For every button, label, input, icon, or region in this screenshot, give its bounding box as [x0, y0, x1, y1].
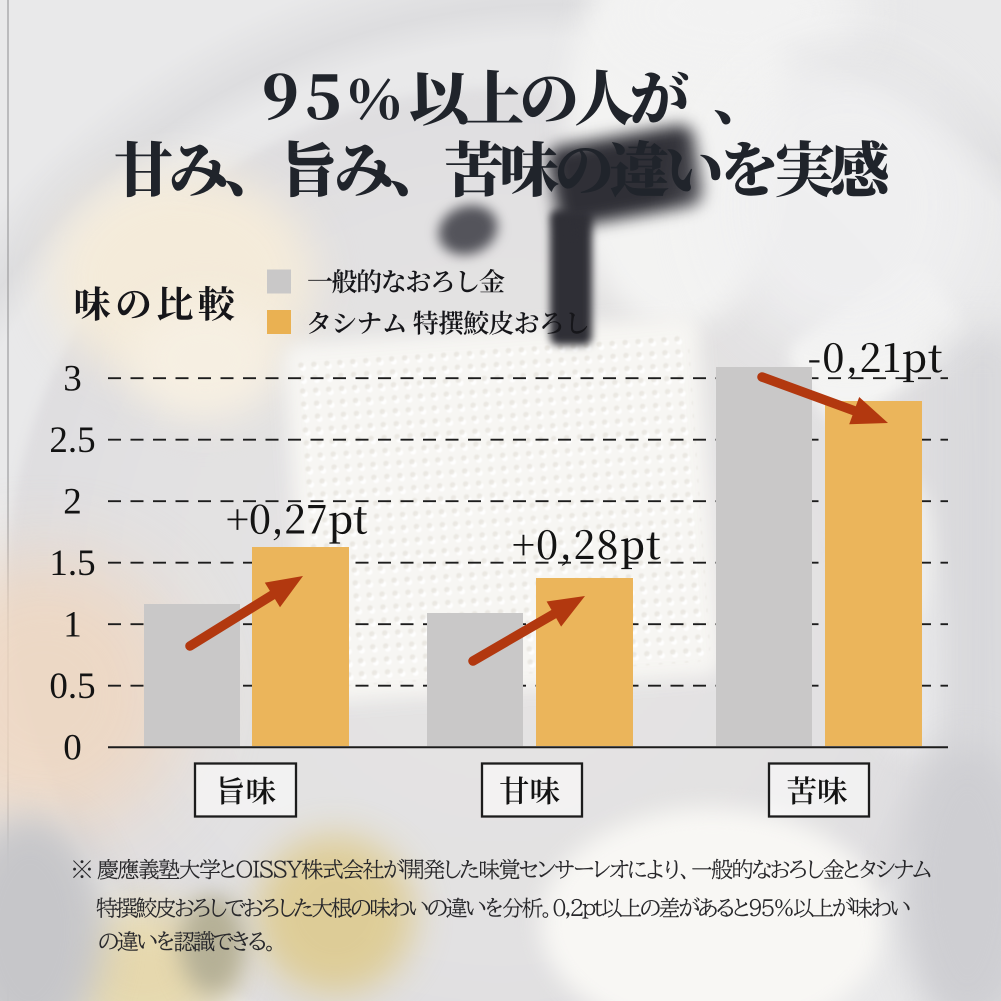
- svg-text:0: 0: [63, 728, 82, 769]
- svg-text:1.5: 1.5: [49, 543, 95, 584]
- svg-text:2.5: 2.5: [49, 420, 95, 461]
- svg-text:2: 2: [63, 482, 82, 523]
- svg-text:0.5: 0.5: [49, 666, 95, 707]
- svg-text:1: 1: [63, 605, 82, 646]
- svg-text:3: 3: [63, 359, 82, 400]
